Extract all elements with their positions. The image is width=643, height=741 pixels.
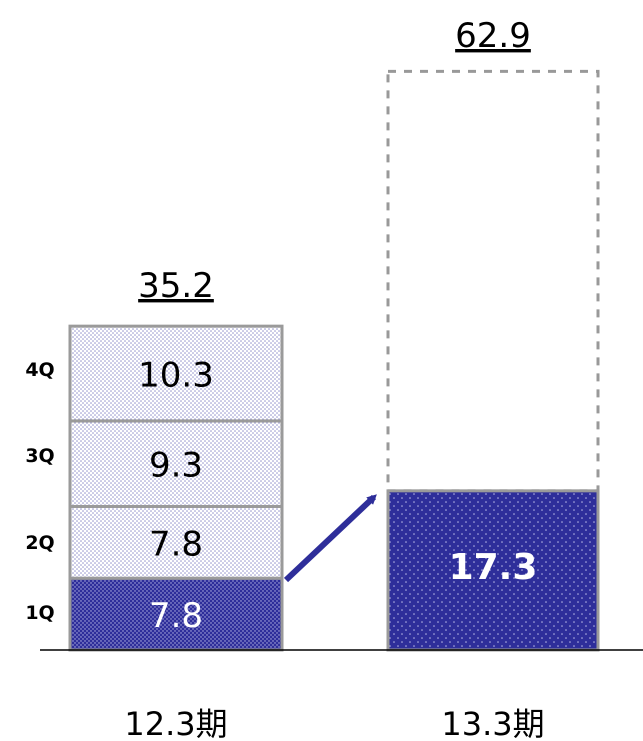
quarter-label-3q: 3Q (25, 445, 54, 467)
quarter-label-1q: 1Q (25, 602, 54, 624)
bar-12-3-segment-4q (68, 324, 284, 423)
bar-12-3-value-4q: 10.3 (138, 356, 214, 396)
bar-12-3: 7.8 7.8 9.3 10.3 (68, 324, 284, 652)
category-label-12-3: 12.3期 (124, 705, 227, 741)
quarter-label-4q: 4Q (25, 359, 54, 381)
total-label-13-3: 62.9 (455, 16, 531, 56)
comparison-arrow (283, 494, 377, 583)
bar-12-3-segment-1q (68, 576, 284, 652)
bar-13-3-value-1q: 17.3 (449, 547, 538, 588)
bar-12-3-value-1q: 7.8 (149, 596, 203, 636)
bar-13-3-forecast-outline (386, 69, 600, 493)
bar-12-3-value-3q: 9.3 (149, 446, 203, 486)
quarter-label-2q: 2Q (25, 532, 54, 554)
bar-12-3-segment-2q (68, 504, 284, 580)
total-label-12-3: 35.2 (138, 266, 214, 306)
category-label-13-3: 13.3期 (441, 705, 544, 741)
bar-13-3: 17.3 (386, 69, 600, 652)
bar-12-3-value-2q: 7.8 (149, 524, 203, 564)
